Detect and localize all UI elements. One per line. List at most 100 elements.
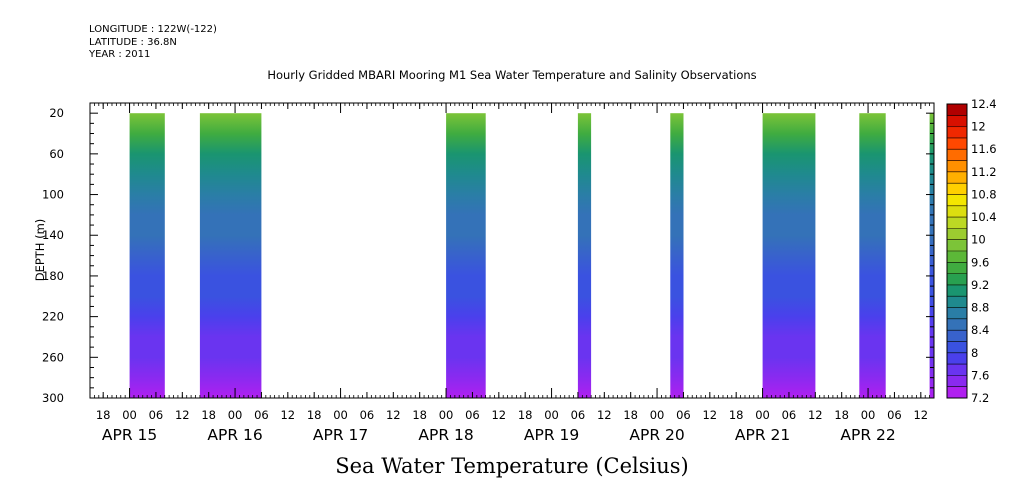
colorbar-swatch	[947, 126, 967, 139]
x-hour-label: 12	[913, 408, 928, 422]
x-hour-label: 06	[887, 408, 902, 422]
x-day-label: APR 15	[102, 426, 157, 444]
data-segment-1	[129, 113, 165, 398]
colorbar-swatch	[947, 228, 967, 241]
x-hour-label: 06	[149, 408, 164, 422]
colorbar-label: 12	[971, 120, 986, 134]
year-label: YEAR : 2011	[89, 49, 151, 60]
colorbar-label: 12.4	[971, 97, 997, 111]
colorbar-swatch	[947, 104, 967, 116]
x-hour-label: 12	[280, 408, 295, 422]
x-hour-label: 18	[729, 408, 744, 422]
x-hour-label: 06	[254, 408, 269, 422]
data-segment-2	[199, 113, 262, 398]
colorbar-swatch	[947, 205, 967, 218]
x-hour-label: 06	[465, 408, 480, 422]
x-hour-label: 00	[122, 408, 137, 422]
x-hour-label: 12	[386, 408, 401, 422]
colorbar-label: 8.8	[971, 301, 989, 315]
x-hour-label: 18	[834, 408, 849, 422]
x-hour-label: 00	[755, 408, 770, 422]
colorbar-swatch	[947, 137, 967, 150]
colorbar-swatch	[947, 171, 967, 184]
y-tick-label: 180	[42, 269, 64, 283]
colorbar-label: 10.4	[971, 210, 997, 224]
data-segment-3	[446, 113, 486, 398]
colorbar-swatch	[947, 251, 967, 263]
x-hour-label: 18	[623, 408, 638, 422]
x-day-label: APR 20	[629, 426, 684, 444]
colorbar-label: 8	[971, 346, 978, 360]
x-hour-label: 18	[201, 408, 216, 422]
colorbar-swatch	[947, 341, 967, 354]
data-segment-4	[577, 113, 592, 398]
longitude-label: LONGITUDE : 122W(-122)	[89, 24, 217, 35]
location-info: LONGITUDE : 122W(-122) LATITUDE : 36.8N …	[89, 24, 217, 62]
y-tick-label: 20	[49, 106, 64, 120]
x-hour-label: 06	[360, 408, 375, 422]
x-hour-label: 18	[307, 408, 322, 422]
x-hour-label: 12	[175, 408, 190, 422]
colorbar-swatch	[947, 194, 967, 207]
x-hour-label: 18	[96, 408, 111, 422]
colorbar-swatch	[947, 115, 967, 128]
colorbar-swatch	[947, 183, 967, 195]
x-hour-label: 12	[808, 408, 823, 422]
x-hour-label: 00	[439, 408, 454, 422]
colorbar-swatch	[947, 284, 967, 297]
colorbar-label: 7.6	[971, 368, 989, 382]
colorbar-label: 9.6	[971, 255, 989, 269]
colorbar-swatch	[947, 149, 967, 162]
x-hour-label: 00	[544, 408, 559, 422]
y-tick-label: 140	[42, 228, 64, 242]
x-hour-label: 12	[597, 408, 612, 422]
colorbar-swatch	[947, 364, 967, 376]
x-hour-label: 06	[676, 408, 691, 422]
colorbar-label: 9.2	[971, 278, 989, 292]
x-hour-label: 06	[571, 408, 586, 422]
colorbar-swatch	[947, 352, 967, 365]
colorbar-swatch	[947, 307, 967, 320]
y-tick-label: 260	[42, 350, 64, 364]
x-day-label: APR 18	[418, 426, 473, 444]
chart-title: Hourly Gridded MBARI Mooring M1 Sea Wate…	[267, 68, 757, 82]
colorbar-swatch	[947, 273, 967, 286]
colorbar-label: 11.6	[971, 142, 997, 156]
x-hour-label: 12	[702, 408, 717, 422]
x-day-label: APR 17	[313, 426, 368, 444]
colorbar-swatch	[947, 330, 967, 342]
colorbar-label: 10	[971, 233, 986, 247]
colorbar-swatch	[947, 318, 967, 331]
y-axis-label: DEPTH (m)	[33, 219, 47, 282]
data-segment-6	[762, 113, 816, 398]
x-hour-label: 00	[861, 408, 876, 422]
data-segment-7	[859, 113, 886, 398]
x-day-label: APR 21	[735, 426, 790, 444]
colorbar-swatch	[947, 296, 967, 309]
colorbar-label: 8.4	[971, 323, 989, 337]
y-tick-label: 300	[42, 391, 64, 405]
x-hour-label: 18	[518, 408, 533, 422]
colorbar-swatch	[947, 217, 967, 229]
colorbar: 12.4 12 11.6 11.2 10.8 10.4 10 9.6 9.2 8.8 8.4 8 7.6…	[946, 97, 997, 405]
data-segment-5	[670, 113, 684, 398]
y-tick-label: 60	[49, 147, 64, 161]
colorbar-swatch	[947, 386, 967, 399]
colorbar-swatch	[947, 262, 967, 275]
x-day-label: APR 19	[524, 426, 579, 444]
colorbar-title: Sea Water Temperature (Celsius)	[335, 454, 689, 478]
x-hour-label: 18	[412, 408, 427, 422]
x-hour-label: 00	[228, 408, 243, 422]
x-day-label: APR 16	[207, 426, 262, 444]
axes: 18 00 06 12 18 00 06 12 18 00 06 12 18 00 06 12 18 00 06 12…	[33, 102, 935, 444]
x-hour-label: 00	[333, 408, 348, 422]
colorbar-swatch	[947, 160, 967, 173]
y-tick-label: 100	[42, 188, 64, 202]
colorbar-label: 7.2	[971, 391, 989, 405]
colorbar-label: 10.8	[971, 187, 997, 201]
colorbar-label: 11.2	[971, 165, 997, 179]
x-day-label: APR 22	[840, 426, 895, 444]
x-hour-label: 06	[782, 408, 797, 422]
latitude-label: LATITUDE : 36.8N	[89, 36, 177, 48]
